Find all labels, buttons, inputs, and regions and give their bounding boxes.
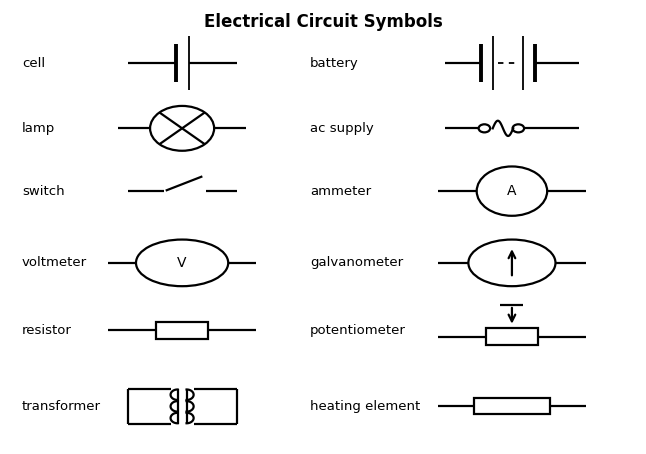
Text: ac supply: ac supply <box>310 122 374 135</box>
Circle shape <box>150 106 214 151</box>
Text: switch: switch <box>22 185 65 197</box>
Text: galvanometer: galvanometer <box>310 257 403 269</box>
Text: battery: battery <box>310 57 359 70</box>
Text: cell: cell <box>22 57 45 70</box>
Text: A: A <box>507 184 517 198</box>
Text: potentiometer: potentiometer <box>310 324 406 337</box>
Text: lamp: lamp <box>22 122 56 135</box>
Text: transformer: transformer <box>22 400 101 413</box>
Ellipse shape <box>468 240 556 286</box>
Ellipse shape <box>136 240 228 286</box>
Text: heating element: heating element <box>310 400 421 413</box>
Text: resistor: resistor <box>22 324 72 337</box>
Text: ammeter: ammeter <box>310 185 371 197</box>
Text: voltmeter: voltmeter <box>22 257 87 269</box>
Bar <box>486 328 538 345</box>
Circle shape <box>512 124 524 133</box>
Bar <box>474 398 550 415</box>
Circle shape <box>479 124 490 133</box>
Text: V: V <box>178 256 187 270</box>
Text: Electrical Circuit Symbols: Electrical Circuit Symbols <box>203 13 443 30</box>
Circle shape <box>477 167 547 216</box>
Bar <box>156 321 209 339</box>
